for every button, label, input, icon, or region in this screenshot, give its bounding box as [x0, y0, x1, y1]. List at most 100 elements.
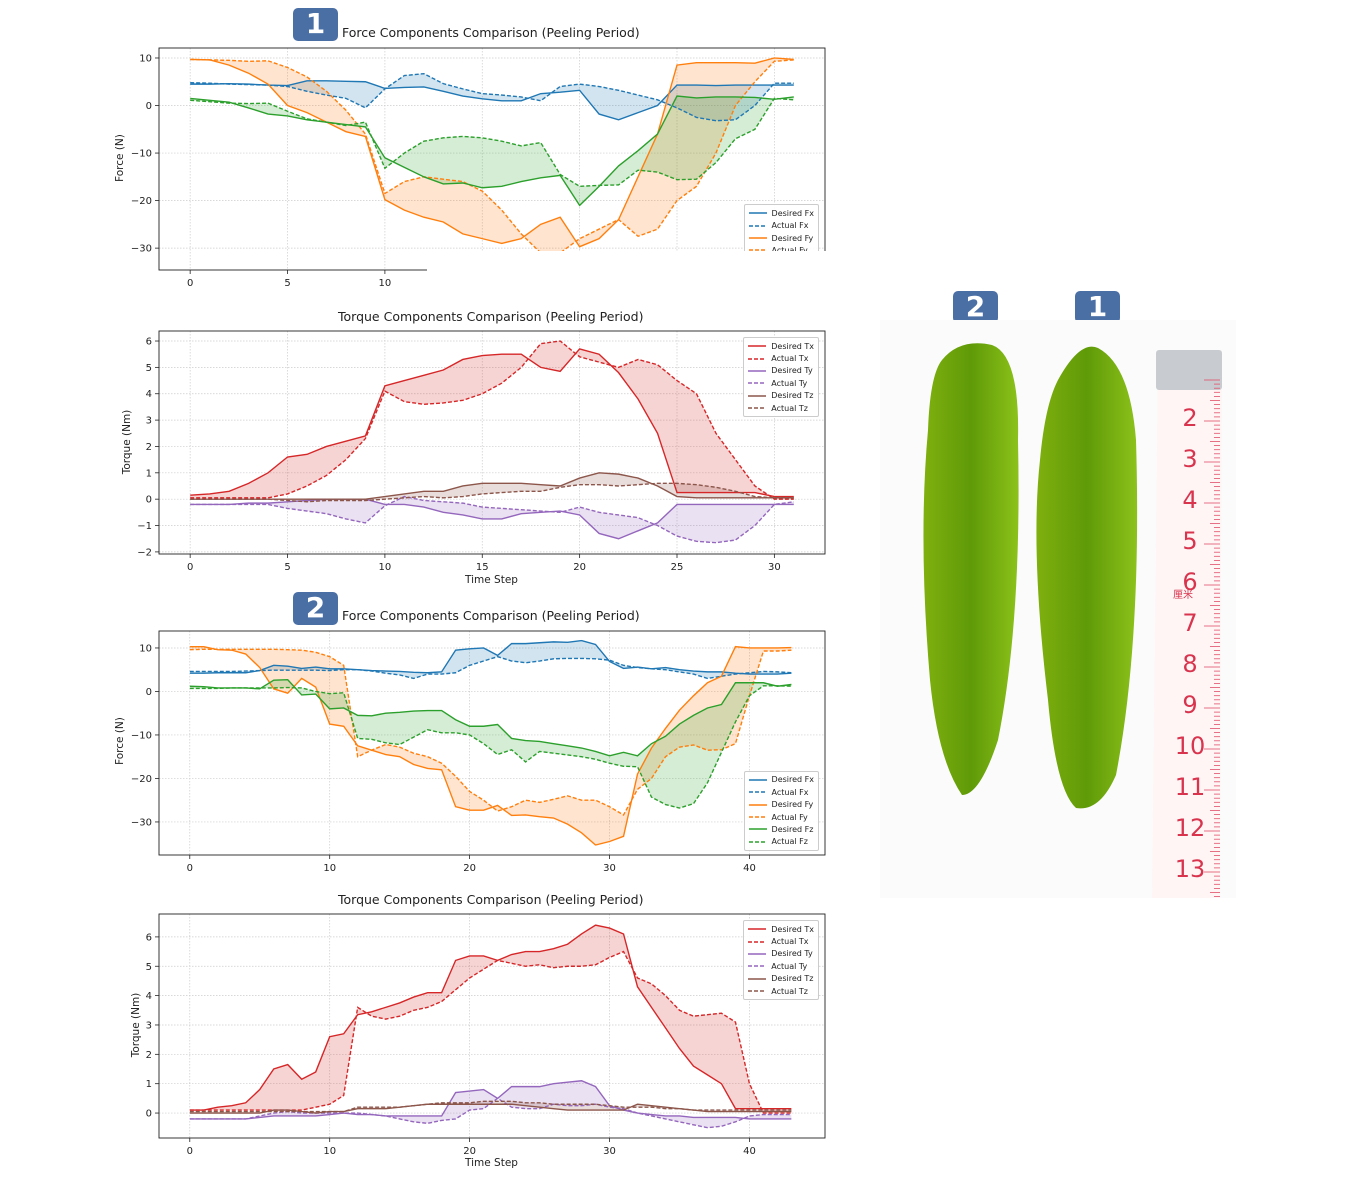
x-tick-label: 15 [476, 562, 489, 573]
legend-label: Desired Fy [771, 800, 814, 810]
ruler-number: 7 [1182, 609, 1197, 637]
legend-line-icon [748, 965, 767, 968]
legend-label: Desired Ty [771, 366, 813, 376]
chart-1-ylabel: Force (N) [114, 134, 126, 182]
plot-area: −2 −1 0 1 2 3 4 5 6 0 5 10 15 20 25 30 [137, 330, 826, 573]
y-tick-label: −1 [137, 521, 152, 532]
y-tick-label: 4 [146, 991, 152, 1002]
x-tick-label: 20 [573, 562, 586, 573]
axes-frame [158, 913, 826, 1139]
line-desired-fy [190, 647, 792, 845]
legend: Desired Fx Actual Fx Desired Fy Actual Fy De… [743, 770, 819, 851]
fill-between-fz [190, 680, 792, 808]
legend-line-icon [748, 841, 767, 843]
legend-entry: Desired Fx [748, 774, 814, 786]
badge-2: 2 [293, 592, 338, 625]
legend-line-icon [748, 940, 767, 943]
series-group [190, 58, 794, 253]
legend-line-icon [748, 357, 767, 360]
legend-label: Desired Fz [771, 824, 814, 834]
legend-line-icon [748, 237, 767, 239]
legend-line-icon [748, 803, 767, 806]
ruler-number: 11 [1175, 773, 1206, 801]
y-tick-label: 4 [146, 389, 152, 400]
line-actual-fx [190, 74, 794, 121]
y-tick-label: −30 [131, 244, 152, 255]
legend-label: Actual Fx [771, 221, 809, 231]
chart-1-title: Force Components Comparison (Peeling Per… [342, 25, 640, 40]
series-group [190, 925, 792, 1128]
ruler-number: 5 [1182, 527, 1197, 555]
fill-between-tz [190, 473, 794, 502]
legend-entry: Actual Fz [748, 836, 814, 848]
y-tick-label: −10 [131, 730, 152, 741]
x-tick-label: 10 [323, 863, 336, 874]
fill-between-tx [190, 925, 792, 1113]
legend-label: Desired Fy [771, 233, 814, 243]
photo-badge-2: 2 [953, 291, 998, 323]
chart-4-title: Torque Components Comparison (Peeling Pe… [338, 892, 644, 907]
legend: Desired Tx Actual Tx Desired Ty Actual Ty De… [743, 337, 819, 418]
ruler-number: 6 [1182, 568, 1197, 596]
legend-label: Actual Fy [771, 812, 808, 822]
chart-4-ylabel: Torque (Nm) [130, 992, 142, 1058]
line-desired-fx [190, 81, 794, 120]
legend-entry: Actual Fy [748, 244, 814, 256]
chart-2-xlabel: Time Step [465, 574, 518, 586]
line-actual-fy [190, 649, 792, 815]
x-tick-label: 25 [671, 562, 684, 573]
legend-entry: Actual Tz [748, 985, 814, 997]
fill-between-ty [190, 1081, 792, 1128]
y-tick-label: 3 [146, 416, 152, 427]
y-tick-label: −2 [137, 547, 152, 558]
y-tick-label: 0 [146, 687, 152, 698]
ruler-unit: 厘米 [1173, 588, 1193, 601]
legend-line-icon [748, 370, 767, 372]
legend-entry: Actual Fy [748, 811, 814, 823]
x-tick-label: 30 [603, 1146, 616, 1157]
line-desired-tx [190, 925, 792, 1110]
chart-3-title: Force Components Comparison (Peeling Per… [342, 608, 640, 623]
y-tick-label: 5 [146, 962, 152, 973]
legend-label: Actual Ty [771, 961, 808, 971]
chart-4-xlabel: Time Step [465, 1157, 518, 1169]
chart-2-ylabel: Torque (Nm) [121, 409, 133, 475]
legend-entry: Desired Ty [748, 365, 814, 377]
legend-line-icon [748, 791, 767, 793]
legend-label: Actual Ty [771, 378, 808, 388]
legend-entry: Desired Tx [748, 340, 814, 352]
ruler-number: 13 [1175, 855, 1206, 883]
fill-between-ty [190, 497, 794, 543]
line-desired-fz [190, 96, 794, 205]
x-tick-label: 10 [379, 562, 392, 573]
line-desired-fy [190, 58, 794, 247]
crop-mask [427, 251, 837, 291]
y-tick-label: −10 [131, 149, 152, 160]
series-group [190, 341, 794, 543]
ruler-number: 8 [1182, 650, 1197, 678]
line-desired-ty [190, 1081, 792, 1119]
y-tick-label: 1 [146, 468, 152, 479]
y-tick-label: 10 [139, 53, 152, 64]
x-tick-label: 20 [463, 1146, 476, 1157]
legend-label: Actual Fx [771, 787, 809, 797]
legend-line-icon [748, 978, 767, 980]
legend-entry: Desired Fy [748, 232, 814, 244]
legend-line-icon [748, 990, 767, 992]
axes-frame [158, 630, 826, 856]
legend-entry: Desired Fy [748, 798, 814, 810]
legend-label: Desired Fx [771, 775, 814, 785]
y-tick-label: −30 [131, 817, 152, 828]
measuring-tape: 2 3 4 5 6 7 8 9 10 11 12 13 厘米 [1152, 350, 1222, 898]
line-desired-fz [190, 680, 792, 756]
x-tick-label: 10 [323, 1146, 336, 1157]
line-actual-fz [190, 98, 794, 186]
y-tick-label: 2 [146, 1050, 152, 1061]
x-tick-label: 0 [187, 562, 193, 573]
x-tick-label: 0 [187, 278, 193, 289]
line-desired-tx [190, 349, 794, 497]
fill-between-fy [190, 647, 792, 845]
y-tick-label: −20 [131, 196, 152, 207]
legend-label: Desired Tx [771, 341, 814, 351]
x-tick-label: 40 [743, 863, 756, 874]
